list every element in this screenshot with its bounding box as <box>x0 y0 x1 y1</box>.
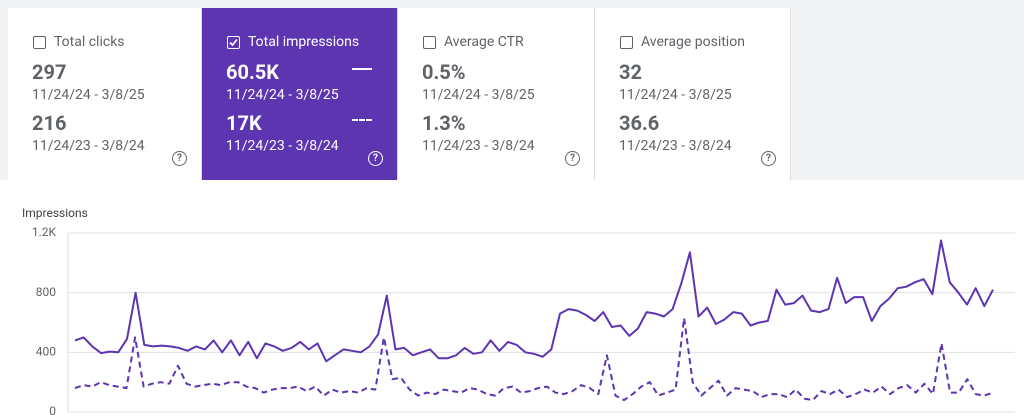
previous-period-line <box>74 317 994 402</box>
metric-card[interactable]: Average position 32 11/24/24 - 3/8/25 36.6 1… <box>595 8 791 180</box>
metric-card[interactable]: Average CTR 0.5% 11/24/24 - 3/8/25 1.3% 11/2… <box>398 8 595 180</box>
help-icon[interactable]: ? <box>368 151 383 166</box>
metric-label: Average CTR <box>444 34 524 50</box>
date-range: 11/24/24 - 3/8/25 <box>32 87 145 103</box>
metric-value: 36.6 <box>619 111 660 135</box>
date-range: 11/24/24 - 3/8/25 <box>619 87 732 103</box>
y-tick-label: 1.2K <box>32 225 57 239</box>
checkbox[interactable] <box>227 36 240 49</box>
date-range: 11/24/23 - 3/8/24 <box>619 138 732 154</box>
y-tick-label: 400 <box>36 345 56 359</box>
date-range: 11/24/23 - 3/8/24 <box>226 138 339 154</box>
metric-value: 17K <box>226 111 262 135</box>
date-range: 11/24/24 - 3/8/25 <box>422 87 535 103</box>
date-range: 11/24/23 - 3/8/24 <box>32 138 145 154</box>
help-icon[interactable]: ? <box>565 151 580 166</box>
current-period-line <box>74 239 994 363</box>
metric-value: 1.3% <box>422 111 466 135</box>
help-icon[interactable]: ? <box>761 151 776 166</box>
date-range: 11/24/23 - 3/8/24 <box>422 138 535 154</box>
metric-value: 60.5K <box>226 60 279 84</box>
metric-label: Total clicks <box>54 34 125 50</box>
scorecard-bar: Total clicks 297 11/24/24 - 3/8/25 216 11/24… <box>0 0 1024 180</box>
checkbox[interactable] <box>423 36 436 49</box>
metric-value: 0.5% <box>422 60 466 84</box>
metric-value: 297 <box>32 60 67 84</box>
line-style-key <box>352 68 372 70</box>
metric-value: 32 <box>619 60 642 84</box>
y-tick-label: 0 <box>49 404 56 415</box>
metric-card[interactable]: Total impressions 60.5K 11/24/24 - 3/8/25 1… <box>202 8 398 180</box>
date-range: 11/24/24 - 3/8/25 <box>226 87 339 103</box>
checkbox[interactable] <box>33 36 46 49</box>
metric-label: Total impressions <box>248 34 360 50</box>
metric-card[interactable]: Total clicks 297 11/24/24 - 3/8/25 216 11/24… <box>8 8 202 180</box>
y-axis-title: Impressions <box>22 206 88 220</box>
metric-value: 216 <box>32 111 67 135</box>
y-tick-label: 800 <box>36 285 56 299</box>
line-style-key <box>352 119 372 121</box>
help-icon[interactable]: ? <box>172 151 187 166</box>
checkbox[interactable] <box>620 36 633 49</box>
metric-label: Average position <box>641 34 745 50</box>
